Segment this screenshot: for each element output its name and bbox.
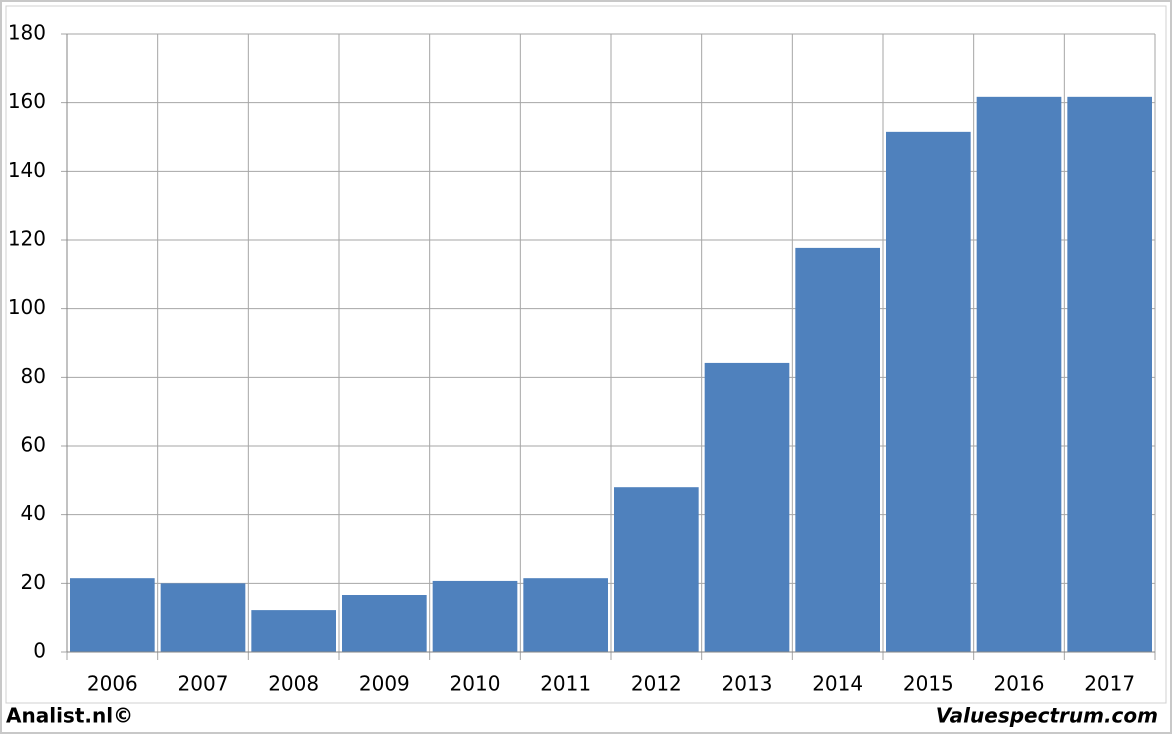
x-tick-label: 2010: [450, 672, 501, 696]
y-tick-label: 40: [21, 501, 46, 525]
y-tick-label: 140: [8, 158, 46, 182]
x-tick-label: 2014: [812, 672, 863, 696]
x-tick-label: 2015: [903, 672, 954, 696]
bar: [432, 580, 518, 652]
y-tick-label: 60: [21, 433, 46, 457]
y-tick-label: 0: [33, 639, 46, 663]
bar: [523, 578, 608, 652]
x-tick-label: 2007: [178, 672, 229, 696]
y-tick-label: 180: [8, 21, 46, 45]
x-tick-label: 2017: [1084, 672, 1135, 696]
y-tick-label: 20: [21, 570, 46, 594]
x-tick-label: 2006: [87, 672, 138, 696]
bar: [795, 247, 880, 652]
bar: [976, 96, 1062, 652]
x-tick-label: 2016: [994, 672, 1045, 696]
y-tick-label: 80: [21, 364, 46, 388]
bar: [160, 583, 246, 652]
y-tick-label: 160: [8, 89, 46, 113]
y-tick-label: 120: [8, 227, 46, 251]
x-tick-label: 2009: [359, 672, 410, 696]
x-tick-label: 2011: [540, 672, 591, 696]
bar: [70, 578, 155, 652]
bar: [614, 487, 699, 652]
source-right: Valuespectrum.com: [936, 704, 1158, 728]
x-tick-label: 2013: [722, 672, 773, 696]
bar: [886, 131, 971, 653]
bar: [704, 362, 790, 652]
source-left: Analist.nl©: [6, 704, 133, 728]
y-tick-label: 100: [8, 295, 46, 319]
bar: [1067, 96, 1152, 652]
x-tick-label: 2008: [268, 672, 319, 696]
bar: [251, 610, 336, 652]
x-tick-label: 2012: [631, 672, 682, 696]
bar: [342, 595, 427, 652]
